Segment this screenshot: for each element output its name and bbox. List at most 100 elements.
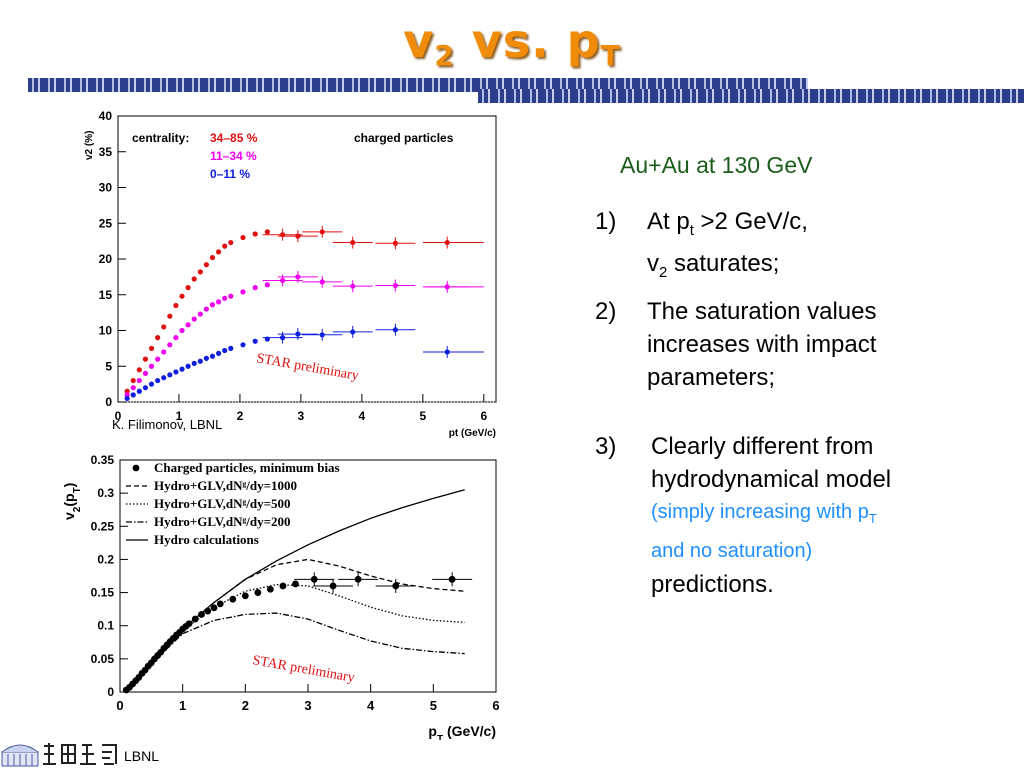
data-point — [354, 575, 362, 583]
data-point — [228, 345, 234, 351]
data-point — [240, 289, 246, 295]
data-point — [280, 277, 286, 284]
data-point — [209, 302, 216, 308]
data-point — [197, 358, 203, 364]
y-tick-label: 25 — [99, 216, 113, 230]
data-point — [155, 356, 161, 362]
data-point — [241, 592, 249, 600]
data-point — [264, 229, 270, 235]
data-point — [155, 377, 161, 384]
data-point — [350, 239, 356, 246]
data-point — [197, 311, 203, 317]
chart-v2-hydro: 0 1 2 3 4 5 6 0 0.05 0.1 0.15 0.2 0.25 0.3 0.35 pT (GeV… — [61, 453, 500, 740]
x-axis-label: pt (GeV/c) — [449, 428, 496, 438]
data-point — [203, 306, 210, 312]
data-point — [222, 347, 228, 354]
y-tick-label: 10 — [99, 324, 113, 338]
data-point — [350, 329, 356, 335]
y-tick-label: 0 — [107, 685, 114, 699]
y-tick-label: 0.35 — [91, 453, 115, 467]
legend-entry: Hydro+GLV,dNᵍ/dy=1000 — [154, 478, 297, 493]
data-point — [185, 322, 191, 328]
y-tick-label: 0.1 — [97, 619, 114, 633]
data-point — [392, 327, 399, 333]
data-point — [136, 367, 142, 373]
slide-title: v2 vs. pT — [403, 14, 621, 72]
data-point — [295, 331, 301, 337]
data-point — [185, 285, 191, 291]
series-line — [125, 612, 465, 692]
data-point — [222, 243, 228, 249]
data-point — [130, 392, 136, 398]
legend-marker — [132, 464, 140, 472]
logo-label: LBNL — [124, 748, 160, 764]
building-icon — [1, 744, 39, 767]
y-tick-label: 15 — [99, 288, 113, 302]
x-tick-label: 1 — [176, 409, 183, 423]
data-point — [173, 335, 179, 341]
headline: Au+Au at 130 GeV — [620, 152, 813, 178]
data-point — [124, 392, 130, 398]
data-point — [295, 274, 301, 280]
data-point — [191, 360, 197, 366]
x-tick-label: 5 — [430, 698, 437, 713]
data-point — [319, 229, 325, 235]
x-tick-label: 1 — [179, 698, 186, 713]
data-point — [267, 585, 274, 593]
x-tick-label: 4 — [359, 409, 366, 423]
decorative-band-upper — [28, 78, 808, 92]
y-tick-label: 5 — [105, 359, 112, 373]
data-point — [161, 324, 167, 330]
data-point — [142, 385, 149, 391]
data-point — [185, 363, 191, 369]
data-point — [228, 293, 234, 299]
data-point — [198, 611, 205, 618]
legend-title: centrality: — [132, 131, 189, 145]
y-axis-label: v2(pT) — [61, 483, 83, 520]
data-point — [280, 335, 286, 341]
data-point — [173, 302, 179, 309]
data-point — [204, 607, 212, 615]
data-point — [203, 355, 210, 361]
x-tick-label: 0 — [115, 409, 122, 423]
x-tick-label: 2 — [237, 409, 244, 423]
x-tick-label: 2 — [242, 698, 249, 713]
data-point — [216, 600, 224, 608]
x-tick-label: 0 — [116, 698, 123, 713]
data-point — [240, 342, 246, 348]
bullet-1: 1) At pt >2 GeV/c, v2 saturates; — [595, 208, 808, 281]
data-point — [222, 295, 228, 301]
data-point — [392, 282, 399, 289]
x-tick-label: 5 — [419, 409, 426, 423]
data-point — [161, 349, 167, 355]
data-point — [295, 233, 301, 239]
legend-entry: 34–85 % — [210, 131, 258, 145]
x-tick-label: 3 — [298, 409, 305, 423]
data-point — [142, 356, 149, 362]
calligraphy-mark-icon — [43, 743, 117, 765]
data-point — [203, 262, 210, 268]
data-point — [392, 582, 400, 590]
watermark: STAR preliminary — [255, 351, 360, 384]
series-line — [125, 583, 465, 692]
data-point — [167, 372, 173, 378]
legend-entry: 11–34 % — [210, 149, 257, 163]
series-line — [125, 489, 465, 692]
data-point — [350, 283, 356, 289]
data-point — [448, 575, 456, 583]
data-point — [179, 327, 185, 334]
data-point — [167, 313, 173, 319]
data-point — [161, 375, 167, 381]
data-point — [252, 285, 258, 291]
data-point — [209, 353, 216, 359]
data-point — [136, 388, 142, 394]
data-point — [252, 231, 258, 237]
data-point — [148, 345, 155, 351]
data-point — [130, 385, 136, 391]
data-point — [167, 342, 173, 348]
data-point — [229, 595, 237, 603]
legend-entry: Hydro+GLV,dNᵍ/dy=500 — [154, 496, 291, 511]
data-point — [392, 240, 399, 246]
data-point — [191, 316, 197, 322]
x-tick-label: 3 — [304, 698, 311, 713]
